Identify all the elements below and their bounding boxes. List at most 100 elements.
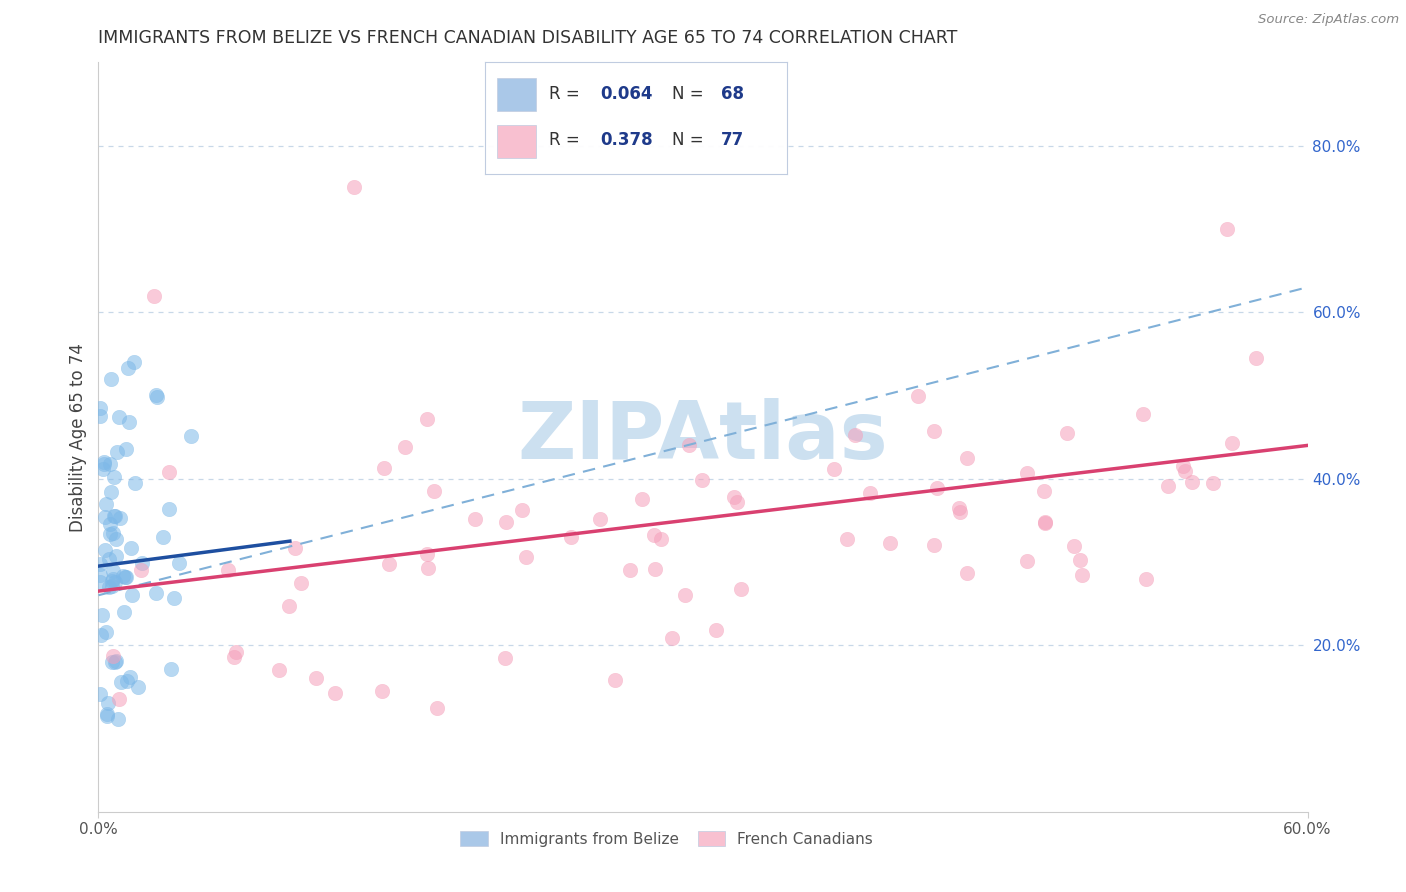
Point <box>103 470 125 484</box>
Point <box>145 586 167 600</box>
Text: Source: ZipAtlas.com: Source: ZipAtlas.com <box>1258 13 1399 27</box>
Point <box>644 561 666 575</box>
Point <box>730 582 752 596</box>
Point <box>101 572 124 586</box>
Point <box>704 623 727 637</box>
Point <box>94 510 117 524</box>
Point <box>678 437 700 451</box>
Point <box>1156 479 1178 493</box>
Point <box>112 605 135 619</box>
Point <box>723 490 745 504</box>
Point <box>89 409 111 423</box>
Point <box>127 680 149 694</box>
Point <box>107 712 129 726</box>
Point <box>115 442 138 456</box>
Point <box>169 556 191 570</box>
Text: IMMIGRANTS FROM BELIZE VS FRENCH CANADIAN DISABILITY AGE 65 TO 74 CORRELATION CH: IMMIGRANTS FROM BELIZE VS FRENCH CANADIA… <box>98 29 957 47</box>
Point <box>588 512 610 526</box>
Point <box>948 500 970 515</box>
Point <box>108 511 131 525</box>
Point <box>415 547 437 561</box>
Point <box>370 684 392 698</box>
Point <box>105 444 128 458</box>
Point <box>89 568 111 582</box>
Point <box>1033 516 1056 531</box>
Point <box>956 566 979 581</box>
Point <box>325 686 347 700</box>
Point <box>1174 464 1197 478</box>
Point <box>619 563 641 577</box>
Point <box>661 631 683 645</box>
Point <box>603 673 626 688</box>
Point <box>118 415 141 429</box>
Point <box>103 508 125 523</box>
Point <box>103 526 125 541</box>
Point <box>284 541 307 555</box>
Point <box>423 484 446 499</box>
Point <box>104 508 127 523</box>
Point <box>1132 408 1154 422</box>
Point <box>1056 426 1078 441</box>
Point <box>157 502 180 516</box>
Point <box>218 563 240 577</box>
Point <box>96 497 118 511</box>
Point <box>89 575 111 590</box>
Point <box>117 360 139 375</box>
Point <box>1220 436 1243 450</box>
Point <box>222 649 245 664</box>
Point <box>93 457 115 471</box>
Point <box>277 599 299 613</box>
Point <box>725 495 748 509</box>
Point <box>394 440 416 454</box>
Point <box>129 563 152 577</box>
Point <box>145 390 167 404</box>
Point <box>631 492 654 507</box>
Point <box>104 574 127 589</box>
Point <box>152 530 174 544</box>
Y-axis label: Disability Age 65 to 74: Disability Age 65 to 74 <box>69 343 87 532</box>
Point <box>107 692 129 706</box>
Point <box>105 653 128 667</box>
Point <box>180 428 202 442</box>
Point <box>464 512 486 526</box>
Point <box>98 516 121 531</box>
Point <box>94 625 117 640</box>
Point <box>142 288 165 302</box>
Point <box>94 542 117 557</box>
Point <box>416 412 439 426</box>
Text: 0.064: 0.064 <box>600 85 652 103</box>
Point <box>922 538 945 552</box>
Point <box>643 528 665 542</box>
Point <box>90 608 112 623</box>
Point <box>494 651 516 665</box>
Point <box>907 389 929 403</box>
Point <box>96 707 118 722</box>
Point <box>305 671 328 685</box>
Point <box>163 591 186 606</box>
Text: N =: N = <box>672 85 710 103</box>
Point <box>510 502 533 516</box>
Point <box>121 588 143 602</box>
Point <box>115 569 138 583</box>
Text: 0.378: 0.378 <box>600 131 652 150</box>
Point <box>1181 475 1204 490</box>
Point <box>949 505 972 519</box>
Point <box>269 663 291 677</box>
Point <box>89 687 111 701</box>
Point <box>1017 467 1039 481</box>
Point <box>692 473 714 487</box>
Point <box>93 455 115 469</box>
Point <box>1069 553 1091 567</box>
Point <box>108 409 131 424</box>
Point <box>673 588 696 602</box>
Point <box>922 425 945 439</box>
Point <box>118 670 141 684</box>
Legend: Immigrants from Belize, French Canadians: Immigrants from Belize, French Canadians <box>454 824 879 853</box>
Text: R =: R = <box>548 131 589 150</box>
Point <box>515 550 537 565</box>
Point <box>101 579 124 593</box>
Point <box>96 696 118 710</box>
Point <box>114 569 136 583</box>
Point <box>124 476 146 491</box>
Point <box>1063 539 1085 553</box>
